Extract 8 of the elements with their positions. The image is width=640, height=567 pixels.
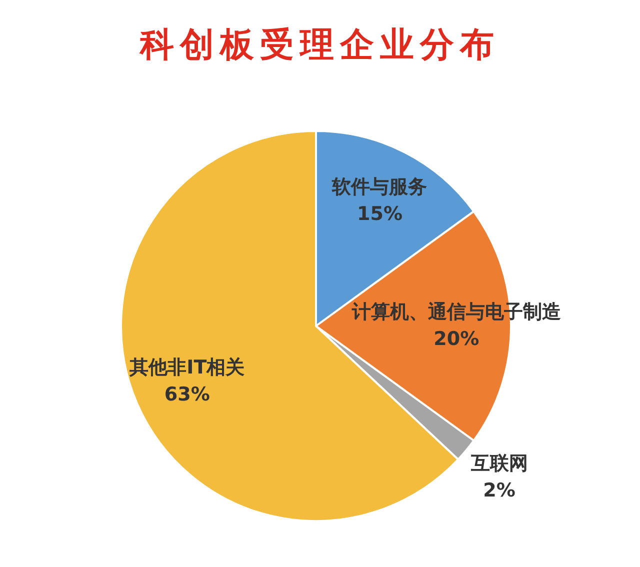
data-label: 15% bbox=[357, 202, 402, 225]
data-label: 2% bbox=[483, 480, 516, 502]
data-label: 63% bbox=[164, 384, 210, 406]
data-label: 20% bbox=[434, 328, 480, 350]
slice-label: 软件与服务 bbox=[331, 176, 428, 198]
slice-label: 其他非IT相关 bbox=[128, 356, 245, 379]
chart-title: 科创板受理企业分布 bbox=[138, 24, 501, 67]
slice-label: 互联网 bbox=[470, 452, 528, 475]
